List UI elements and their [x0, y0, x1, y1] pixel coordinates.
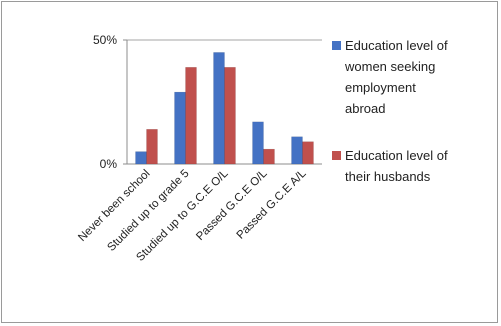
bar-series1-3	[213, 52, 225, 165]
legend-label-series2: Education level of	[345, 148, 448, 163]
y-tick-label: 0%	[100, 157, 118, 171]
bar-series1-2	[174, 91, 186, 165]
bar-series2-3	[224, 67, 236, 165]
bar-series1-1	[135, 151, 147, 165]
y-tick-label: 50%	[93, 33, 117, 47]
legend-label-series1: women seeking	[344, 59, 435, 74]
bar-series2-5	[302, 141, 314, 165]
x-category-label: Passed G.C.E O/L	[194, 167, 270, 243]
bar-series2-2	[185, 67, 197, 165]
legend-label-series1: Education level of	[345, 38, 448, 53]
legend-label-series1: employment	[345, 80, 416, 95]
bar-series1-5	[291, 136, 303, 165]
x-category-label: Never been school	[76, 168, 152, 244]
legend-swatch-series1	[332, 41, 341, 50]
x-category-label: Passed G.C.E A/L	[235, 167, 309, 241]
bar-series1-4	[252, 121, 264, 165]
bar-series2-1	[146, 129, 158, 165]
bar-series2-4	[263, 148, 275, 165]
legend-swatch-series2	[332, 151, 341, 160]
legend-label-series1: abroad	[345, 101, 385, 116]
chart-frame: 50% 0% Never been school Studied up to grad…	[1, 1, 498, 323]
legend-label-series2: their husbands	[345, 169, 431, 184]
